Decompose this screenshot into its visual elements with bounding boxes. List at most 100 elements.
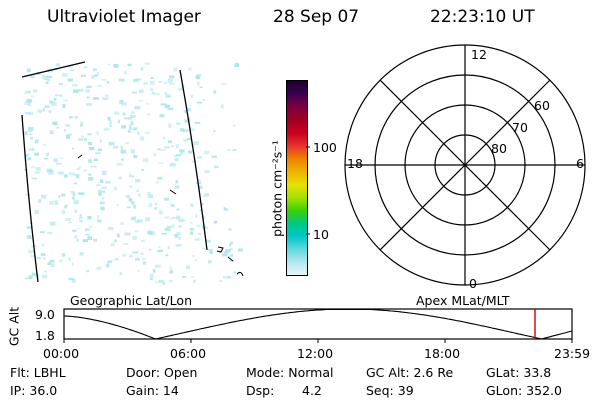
uv-noise-speck <box>160 103 167 106</box>
altitude-curve <box>63 308 573 340</box>
uv-noise-speck <box>54 98 57 101</box>
uv-noise-speck <box>68 277 74 281</box>
uv-noise-speck <box>132 79 139 83</box>
uv-noise-speck <box>108 227 114 230</box>
uv-noise-speck <box>62 104 66 108</box>
uv-noise-speck <box>101 79 107 81</box>
uv-noise-speck <box>24 131 28 136</box>
uv-noise-speck <box>229 255 233 257</box>
uv-noise-speck <box>223 276 227 279</box>
uv-noise-speck <box>119 272 123 275</box>
uv-noise-speck <box>35 167 41 171</box>
uv-noise-speck <box>42 274 48 279</box>
uv-noise-speck <box>80 74 86 77</box>
uv-noise-speck <box>174 157 179 162</box>
uv-noise-speck <box>159 114 165 118</box>
uv-noise-speck <box>133 127 138 131</box>
uv-noise-speck <box>169 266 173 270</box>
uv-noise-speck <box>45 152 50 157</box>
uv-noise-speck <box>141 169 145 171</box>
uv-noise-speck <box>88 142 92 146</box>
uv-noise-speck <box>84 228 90 231</box>
uv-noise-speck <box>69 116 73 119</box>
uv-noise-speck <box>141 257 146 261</box>
uv-noise-speck <box>88 147 95 151</box>
uv-noise-speck <box>27 237 33 239</box>
uv-noise-speck <box>91 75 95 79</box>
uv-noise-speck <box>135 258 140 261</box>
uv-noise-speck <box>120 145 123 149</box>
uv-noise-speck <box>101 186 107 190</box>
uv-noise-speck <box>164 91 168 95</box>
uv-noise-speck <box>116 257 119 260</box>
uv-noise-speck <box>202 247 206 251</box>
uv-noise-speck <box>64 204 68 207</box>
uv-noise-speck <box>150 277 153 281</box>
uv-noise-speck <box>170 217 173 220</box>
uv-noise-speck <box>168 123 172 128</box>
uv-noise-speck <box>213 129 216 133</box>
uv-noise-speck <box>220 104 224 109</box>
uv-noise-speck <box>219 280 223 282</box>
uv-noise-speck <box>167 245 170 250</box>
uv-noise-speck <box>151 91 155 95</box>
uv-noise-speck <box>234 63 239 67</box>
uv-noise-speck <box>47 232 53 234</box>
uv-noise-speck <box>202 194 205 198</box>
uv-noise-speck <box>227 276 232 279</box>
uv-noise-speck <box>131 216 137 221</box>
uv-noise-speck <box>192 255 195 257</box>
uv-noise-speck <box>48 110 52 113</box>
uv-noise-speck <box>107 63 111 66</box>
uv-noise-speck <box>130 121 134 126</box>
uv-noise-speck <box>114 186 117 191</box>
uv-noise-speck <box>194 121 201 124</box>
uv-noise-speck <box>147 191 151 195</box>
uv-noise-speck <box>27 102 32 107</box>
uv-noise-speck <box>140 252 144 255</box>
uv-noise-speck <box>63 99 69 102</box>
uv-noise-speck <box>27 90 31 94</box>
gc-alt-value: GC Alt: 2.6 Re <box>366 365 454 380</box>
uv-noise-speck <box>96 184 101 187</box>
glon-value: GLon: 352.0 <box>486 383 562 398</box>
uv-noise-speck <box>164 197 170 201</box>
uv-noise-speck <box>72 196 75 200</box>
uv-noise-speck <box>42 257 46 260</box>
uv-noise-speck <box>179 149 185 153</box>
uv-noise-speck <box>105 180 111 184</box>
uv-noise-speck <box>88 177 94 181</box>
uv-noise-speck <box>126 206 131 209</box>
uv-noise-speck <box>124 232 131 236</box>
uv-noise-speck <box>167 78 173 83</box>
uv-noise-speck <box>40 253 46 257</box>
uv-noise-speck <box>145 217 150 222</box>
uv-noise-speck <box>46 75 52 78</box>
uv-noise-speck <box>186 265 190 270</box>
uv-noise-speck <box>74 116 78 119</box>
uv-noise-speck <box>190 128 195 131</box>
uv-noise-speck <box>203 226 209 230</box>
uv-noise-speck <box>232 149 237 151</box>
time-tick-0000: 00:00 <box>43 346 80 361</box>
uv-noise-speck <box>176 231 182 235</box>
uv-noise-speck <box>195 75 200 79</box>
uv-noise-speck <box>190 275 195 278</box>
uv-noise-speck <box>78 138 84 141</box>
uv-noise-speck <box>158 246 161 248</box>
uv-noise-speck <box>172 217 179 219</box>
uv-noise-speck <box>97 219 102 223</box>
uv-noise-speck <box>192 160 197 163</box>
uv-noise-speck <box>78 166 81 169</box>
uv-noise-speck <box>149 273 154 278</box>
uv-noise-speck <box>122 112 126 116</box>
uv-noise-speck <box>48 172 54 175</box>
uv-noise-speck <box>132 236 137 240</box>
uv-noise-speck <box>201 203 204 206</box>
uv-noise-speck <box>42 144 47 146</box>
uv-noise-speck <box>58 82 64 86</box>
uv-noise-pattern <box>24 62 243 285</box>
uv-noise-speck <box>29 75 35 78</box>
